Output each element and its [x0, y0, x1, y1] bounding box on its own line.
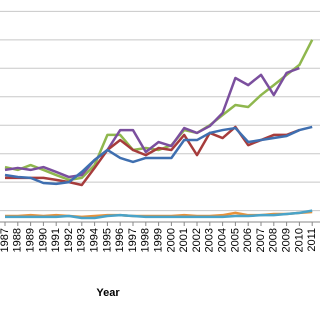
x-tick-label: 2001 [178, 228, 190, 252]
x-tick-label: 2010 [293, 228, 305, 252]
x-tick-label: 1997 [127, 228, 139, 252]
x-tick-label: 1998 [140, 228, 152, 252]
x-tick-label: 2003 [204, 228, 216, 252]
x-axis-label: Year [96, 287, 120, 299]
x-tick-label: 1999 [153, 228, 165, 252]
x-tick-label: 1991 [50, 228, 62, 252]
x-tick-label: 2008 [268, 228, 280, 252]
x-tick-label: 1992 [63, 228, 75, 252]
x-tick-label: 1994 [89, 228, 101, 252]
x-tick-label: 2004 [217, 228, 229, 252]
x-tick-label: 1987 [0, 228, 11, 252]
x-tick-label: 2002 [191, 228, 203, 252]
x-tick-label: 1990 [37, 228, 49, 252]
series-line [5, 125, 300, 187]
x-tick-label: 1989 [25, 228, 37, 252]
x-tick-label: 2011 [306, 228, 318, 252]
x-tick-label: 2009 [281, 228, 293, 252]
series-line [5, 209, 313, 220]
x-tick-label: 2005 [229, 228, 241, 252]
x-tick-label: 1995 [101, 228, 113, 252]
series-line [4, 39, 314, 182]
x-tick-label: 2007 [255, 228, 267, 252]
series-line [4, 125, 313, 186]
x-tick-label: 2006 [242, 228, 254, 252]
x-tick-label: 1996 [114, 228, 126, 252]
series-line [4, 66, 300, 179]
x-tick-label: 2000 [165, 228, 177, 252]
x-tick-label: 1988 [12, 228, 24, 252]
x-tick-label: 1993 [76, 228, 88, 252]
